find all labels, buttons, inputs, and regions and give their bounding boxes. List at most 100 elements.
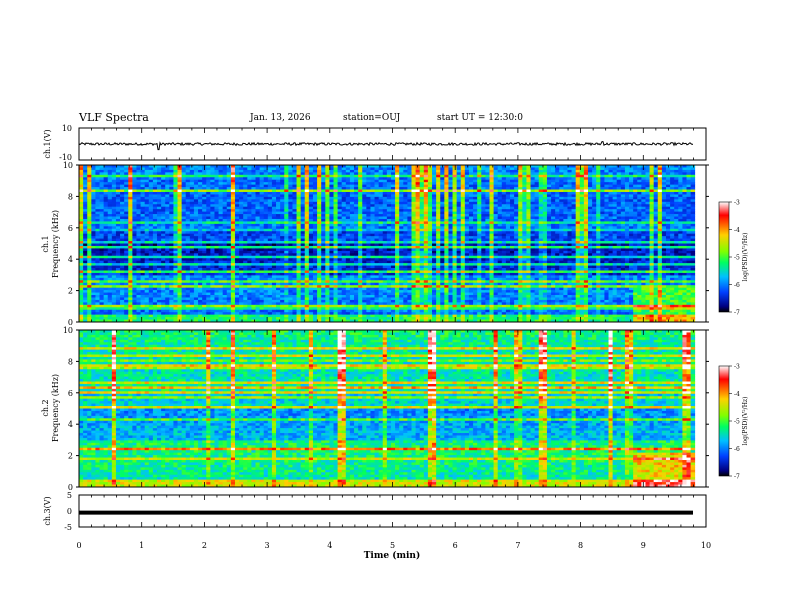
spectrogram-cell (579, 187, 585, 190)
spectrogram-cell (579, 216, 585, 220)
spectrogram-cell (362, 201, 367, 205)
spectrogram-cell (370, 241, 375, 244)
spectrogram-cell (271, 191, 277, 195)
spectrogram-cell (382, 241, 388, 244)
spectrogram-cell (333, 241, 338, 244)
spectrogram-cell (271, 206, 277, 210)
spectrogram-cell (407, 226, 412, 230)
spectrogram-cell (448, 238, 453, 242)
spectrogram-cell (173, 226, 178, 230)
spectrogram-cell (308, 179, 314, 183)
spectrogram-cell (247, 194, 252, 198)
spectrogram-cell (423, 241, 429, 244)
spectrogram-cell (255, 179, 260, 183)
spectrogram-cell (563, 214, 568, 217)
spectrogram-cell (657, 182, 663, 186)
spectrogram-cell (534, 194, 540, 198)
spectrogram-cell (460, 182, 466, 186)
spectrogram-cell (111, 211, 117, 215)
spectrogram-cell (522, 182, 527, 186)
spectrogram-cell (325, 228, 330, 232)
spectrogram-cell (510, 238, 515, 242)
spectrogram-cell (661, 201, 667, 205)
spectrogram-cell (107, 167, 113, 171)
spectrogram-cell (649, 226, 655, 230)
spectrogram-cell (686, 223, 691, 227)
spectrogram-cell (555, 214, 560, 217)
spectrogram-cell (333, 194, 338, 198)
spectrogram-cell (263, 211, 269, 215)
spectrogram-cell (436, 236, 441, 239)
spectrogram-cell (596, 187, 601, 190)
spectrogram-cell (686, 177, 691, 181)
spectrogram-cell (329, 206, 334, 210)
spectrogram-cell (686, 206, 691, 210)
spectrogram-cell (107, 165, 113, 168)
spectrogram-cell (633, 169, 638, 173)
spectrogram-cell (259, 194, 265, 198)
spectrogram-cell (140, 189, 146, 193)
spectrogram-cell (222, 241, 228, 244)
spectrogram-cell (612, 241, 618, 244)
spectrogram-cell (456, 231, 462, 235)
spectrogram-cell (559, 228, 564, 232)
spectrogram-cell (497, 223, 503, 227)
spectrogram-cell (403, 187, 408, 190)
spectrogram-cell (354, 206, 359, 210)
spectrogram-cell (678, 214, 683, 217)
spectrogram-cell (300, 169, 306, 173)
spectrogram-cell (670, 211, 675, 215)
spectrogram-cell (546, 231, 552, 235)
spectrogram-cell (407, 196, 412, 200)
spectrogram-cell (255, 243, 260, 247)
spectrogram-cell (366, 221, 371, 225)
spectrogram-cell (567, 236, 572, 239)
spectrogram-cell (583, 182, 589, 186)
spectrogram-cell (362, 187, 367, 190)
spectrogram-cell (620, 194, 626, 198)
spectrogram-cell (596, 191, 601, 195)
spectrogram-cell (173, 231, 178, 235)
spectrogram-cell (653, 194, 659, 198)
spectrogram-cell (284, 191, 289, 195)
spectrogram-cell (551, 206, 556, 210)
spectrogram-cell (107, 233, 113, 237)
spectrogram-cell (559, 187, 564, 190)
spectrogram-cell (386, 196, 392, 200)
spectrogram-cell (604, 182, 609, 186)
spectrogram-cell (366, 184, 371, 188)
spectrogram-cell (189, 204, 195, 208)
spectrogram-cell (115, 223, 121, 227)
spectrogram-cell (156, 241, 162, 244)
spectrogram-cell (132, 204, 137, 208)
spectrogram-cell (165, 223, 170, 227)
spectrogram-cell (341, 201, 347, 205)
spectrogram-cell (156, 201, 162, 205)
spectrogram-cell (111, 216, 117, 220)
spectrogram-cell (234, 204, 240, 208)
spectrogram-cell (522, 226, 527, 230)
spectrogram-cell (193, 216, 199, 220)
spectrogram-cell (415, 201, 421, 205)
spectrogram-cell (329, 231, 334, 235)
spectrogram-cell (522, 172, 527, 176)
spectrogram-cell (144, 231, 150, 235)
spectrogram-cell (522, 236, 527, 239)
spectrogram-cell (124, 169, 129, 173)
spectrogram-cell (107, 199, 113, 203)
spectrogram-cell (329, 243, 334, 247)
spectrogram-cell (276, 165, 281, 168)
spectrogram-cell (444, 223, 449, 227)
spectrogram-cell (481, 228, 486, 232)
spectrogram-cell (239, 194, 244, 198)
spectrogram-cell (251, 189, 256, 193)
spectrogram-cell (128, 196, 133, 200)
spectrogram-cell (255, 165, 260, 168)
spectrogram-cell (657, 241, 663, 244)
spectrogram-cell (464, 223, 470, 227)
spectrogram-cell (674, 169, 679, 173)
spectrogram-cell (395, 221, 400, 225)
spectrogram-cell (206, 194, 211, 198)
spectrogram-cell (169, 179, 174, 183)
spectrogram-cell (616, 167, 622, 171)
